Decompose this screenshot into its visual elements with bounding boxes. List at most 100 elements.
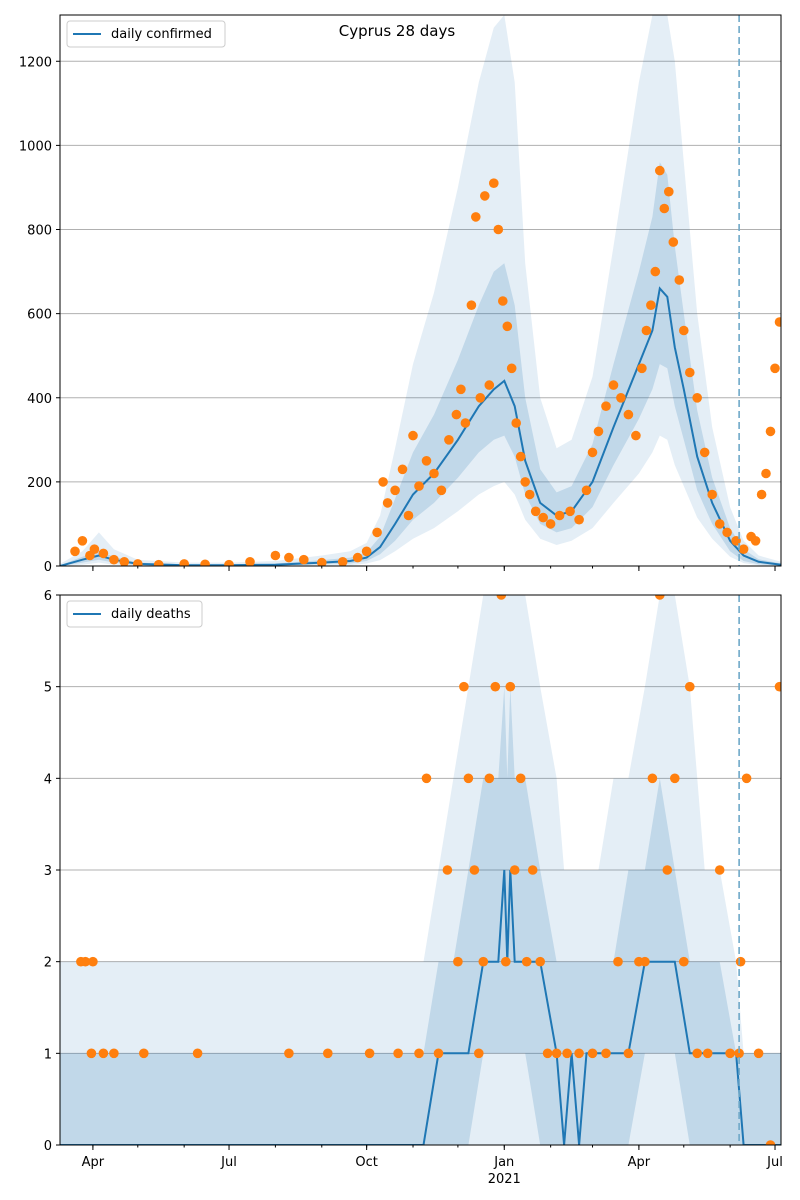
observed-point xyxy=(655,165,665,176)
x-tick-label: Oct xyxy=(355,1155,377,1170)
observed-point xyxy=(664,186,674,197)
observed-point xyxy=(524,489,535,500)
observed-point xyxy=(80,956,91,967)
observed-point xyxy=(750,536,761,546)
observed-point xyxy=(361,546,372,557)
observed-point xyxy=(765,1140,776,1145)
y-tick-label: 1000 xyxy=(19,139,52,154)
observed-point xyxy=(761,468,771,479)
observed-point xyxy=(337,557,348,566)
y-tick-label: 0 xyxy=(44,1139,52,1154)
inner-band xyxy=(60,162,781,566)
outer-band xyxy=(60,595,781,1145)
x-tick-label: Jul xyxy=(766,1155,783,1170)
observed-point xyxy=(587,1048,598,1059)
y-tick-label: 400 xyxy=(27,392,52,407)
observed-point xyxy=(484,380,495,390)
observed-point xyxy=(587,447,598,458)
observed-point xyxy=(601,401,611,412)
y-tick-label: 1200 xyxy=(19,55,52,70)
observed-point xyxy=(414,1048,424,1059)
observed-point xyxy=(692,393,702,403)
observed-point xyxy=(484,773,495,784)
legend-box xyxy=(66,600,203,628)
observed-point xyxy=(623,1048,634,1059)
observed-point xyxy=(506,363,517,374)
observed-point xyxy=(179,559,189,566)
x-tick-label: Apr xyxy=(82,1155,105,1170)
observed-point xyxy=(453,956,463,967)
observed-point xyxy=(456,384,466,395)
observed-point xyxy=(299,554,309,565)
observed-point xyxy=(702,1048,713,1059)
observed-point xyxy=(662,865,673,875)
observed-point xyxy=(756,489,767,500)
observed-point xyxy=(109,1048,119,1059)
observed-point xyxy=(738,544,749,554)
observed-point xyxy=(753,1048,764,1059)
observed-point xyxy=(284,1048,294,1059)
observed-point xyxy=(493,224,504,235)
observed-point xyxy=(498,296,508,306)
observed-point xyxy=(505,681,516,692)
observed-point xyxy=(444,435,454,445)
observed-point xyxy=(641,325,652,336)
y-tick-label: 600 xyxy=(27,308,52,323)
observed-point xyxy=(659,203,670,214)
observed-point xyxy=(98,1048,109,1059)
observed-point xyxy=(685,681,695,692)
observed-point xyxy=(77,536,88,546)
observed-point xyxy=(521,956,532,967)
x-tick-label: Jan xyxy=(493,1155,514,1170)
observed-point xyxy=(707,489,717,500)
observed-point xyxy=(224,559,234,566)
observed-point xyxy=(442,865,453,875)
observed-point xyxy=(668,237,679,247)
confirmed-panel: 0 200 400 600 800 1000 1200 daily confirmed xyxy=(19,14,782,575)
x-tick-label: Apr xyxy=(628,1155,651,1170)
observed-point xyxy=(535,956,545,967)
observed-point xyxy=(88,956,98,967)
observed-point xyxy=(139,1048,149,1059)
observed-point xyxy=(382,498,393,508)
observed-point xyxy=(741,773,752,784)
observed-point xyxy=(378,477,388,487)
observed-point xyxy=(433,1048,444,1059)
observed-point xyxy=(631,430,641,441)
observed-point xyxy=(725,1048,735,1059)
inner-band xyxy=(60,686,781,1145)
observed-point xyxy=(501,956,511,967)
observed-point xyxy=(89,544,100,554)
observed-point xyxy=(679,325,689,336)
observed-point xyxy=(527,865,538,875)
observed-point xyxy=(562,1048,572,1059)
deaths-panel: 0 1 2 3 4 5 6 daily deaths xyxy=(44,589,782,1154)
observed-point xyxy=(86,1048,97,1059)
observed-point xyxy=(554,510,565,521)
observed-point xyxy=(364,1048,375,1059)
observed-point xyxy=(471,212,481,222)
observed-point xyxy=(714,519,725,529)
observed-point xyxy=(692,1048,702,1059)
observed-point xyxy=(551,1048,562,1059)
observed-point xyxy=(670,773,680,784)
observed-point xyxy=(372,527,382,538)
observed-point xyxy=(679,956,689,967)
observed-point xyxy=(119,557,130,566)
observed-point xyxy=(317,557,327,566)
observed-point xyxy=(480,191,490,201)
observed-point xyxy=(623,409,634,420)
legend-label: daily confirmed xyxy=(111,27,212,42)
observed-point xyxy=(640,956,650,967)
observed-point xyxy=(490,681,501,692)
observed-point xyxy=(414,481,424,491)
y-tick-label: 800 xyxy=(27,224,52,239)
y-tick-label: 3 xyxy=(44,864,52,879)
observed-point xyxy=(393,1048,403,1059)
x-year-label: 2021 xyxy=(488,1172,521,1187)
observed-point xyxy=(574,514,584,525)
observed-point xyxy=(475,393,486,403)
observed-point xyxy=(474,1048,484,1059)
observed-point xyxy=(593,426,604,437)
observed-point xyxy=(714,865,725,875)
